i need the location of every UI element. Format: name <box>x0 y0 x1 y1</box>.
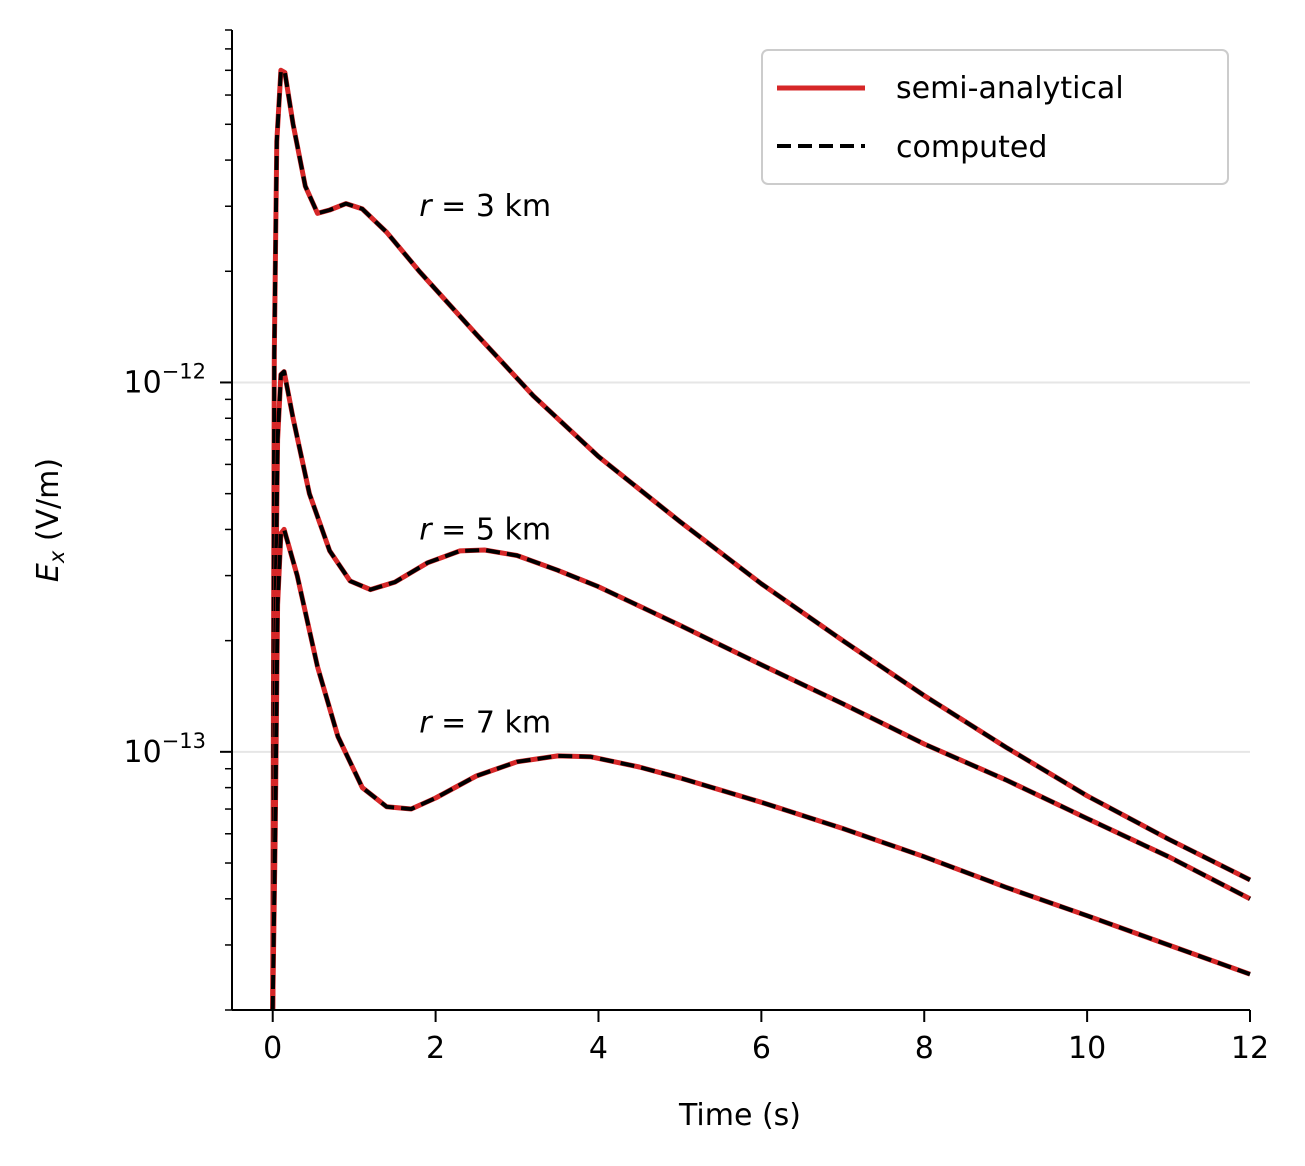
x-tick-label-1: 2 <box>426 1031 445 1066</box>
series-semi-analytical-2 <box>270 526 1251 1011</box>
x-tick-label-2: 4 <box>589 1031 608 1066</box>
legend-box <box>761 49 1229 185</box>
x-tick-label-0: 0 <box>263 1031 282 1066</box>
y-axis-label-unit: (V/m) <box>31 458 66 551</box>
y-ticks: 10−12 10−13 <box>123 29 232 1011</box>
annotation-2: r = 7 km <box>419 706 551 741</box>
y-axis-label-sub: x <box>45 550 69 564</box>
y-tick-label-1: 10−13 <box>123 729 206 770</box>
grid-lines <box>232 381 1250 753</box>
series-computed-1 <box>270 369 1251 1011</box>
x-ticks: 0 2 4 6 8 10 12 <box>263 1010 1269 1066</box>
legend-label-computed: computed <box>896 130 1047 165</box>
series-semi-analytical-1 <box>270 369 1252 1011</box>
legend: semi-analytical computed <box>761 49 1229 185</box>
series-layer <box>270 67 1252 1011</box>
y-axis-label-main: E <box>31 563 66 582</box>
y-tick-label-0: 10−12 <box>123 359 206 400</box>
x-tick-label-5: 10 <box>1068 1031 1106 1066</box>
series-computed-0 <box>270 68 1251 1011</box>
x-tick-label-4: 8 <box>915 1031 934 1066</box>
legend-label-semi-analytical: semi-analytical <box>896 71 1124 106</box>
axes <box>231 30 1250 1011</box>
x-tick-label-6: 12 <box>1231 1031 1269 1066</box>
y-axis-label: Ex (V/m) <box>31 458 69 582</box>
x-tick-label-3: 6 <box>752 1031 771 1066</box>
curve-annotations: r = 3 km r = 5 km r = 7 km <box>419 189 551 740</box>
annotation-0: r = 3 km <box>419 189 551 224</box>
series-computed-2 <box>270 527 1251 1011</box>
x-axis-label: Time (s) <box>678 1098 801 1133</box>
annotation-1: r = 5 km <box>419 512 551 547</box>
